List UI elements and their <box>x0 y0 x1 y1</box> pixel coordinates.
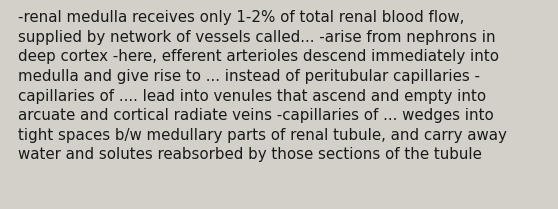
Text: -renal medulla receives only 1-2% of total renal blood flow,
supplied by network: -renal medulla receives only 1-2% of tot… <box>18 10 507 162</box>
